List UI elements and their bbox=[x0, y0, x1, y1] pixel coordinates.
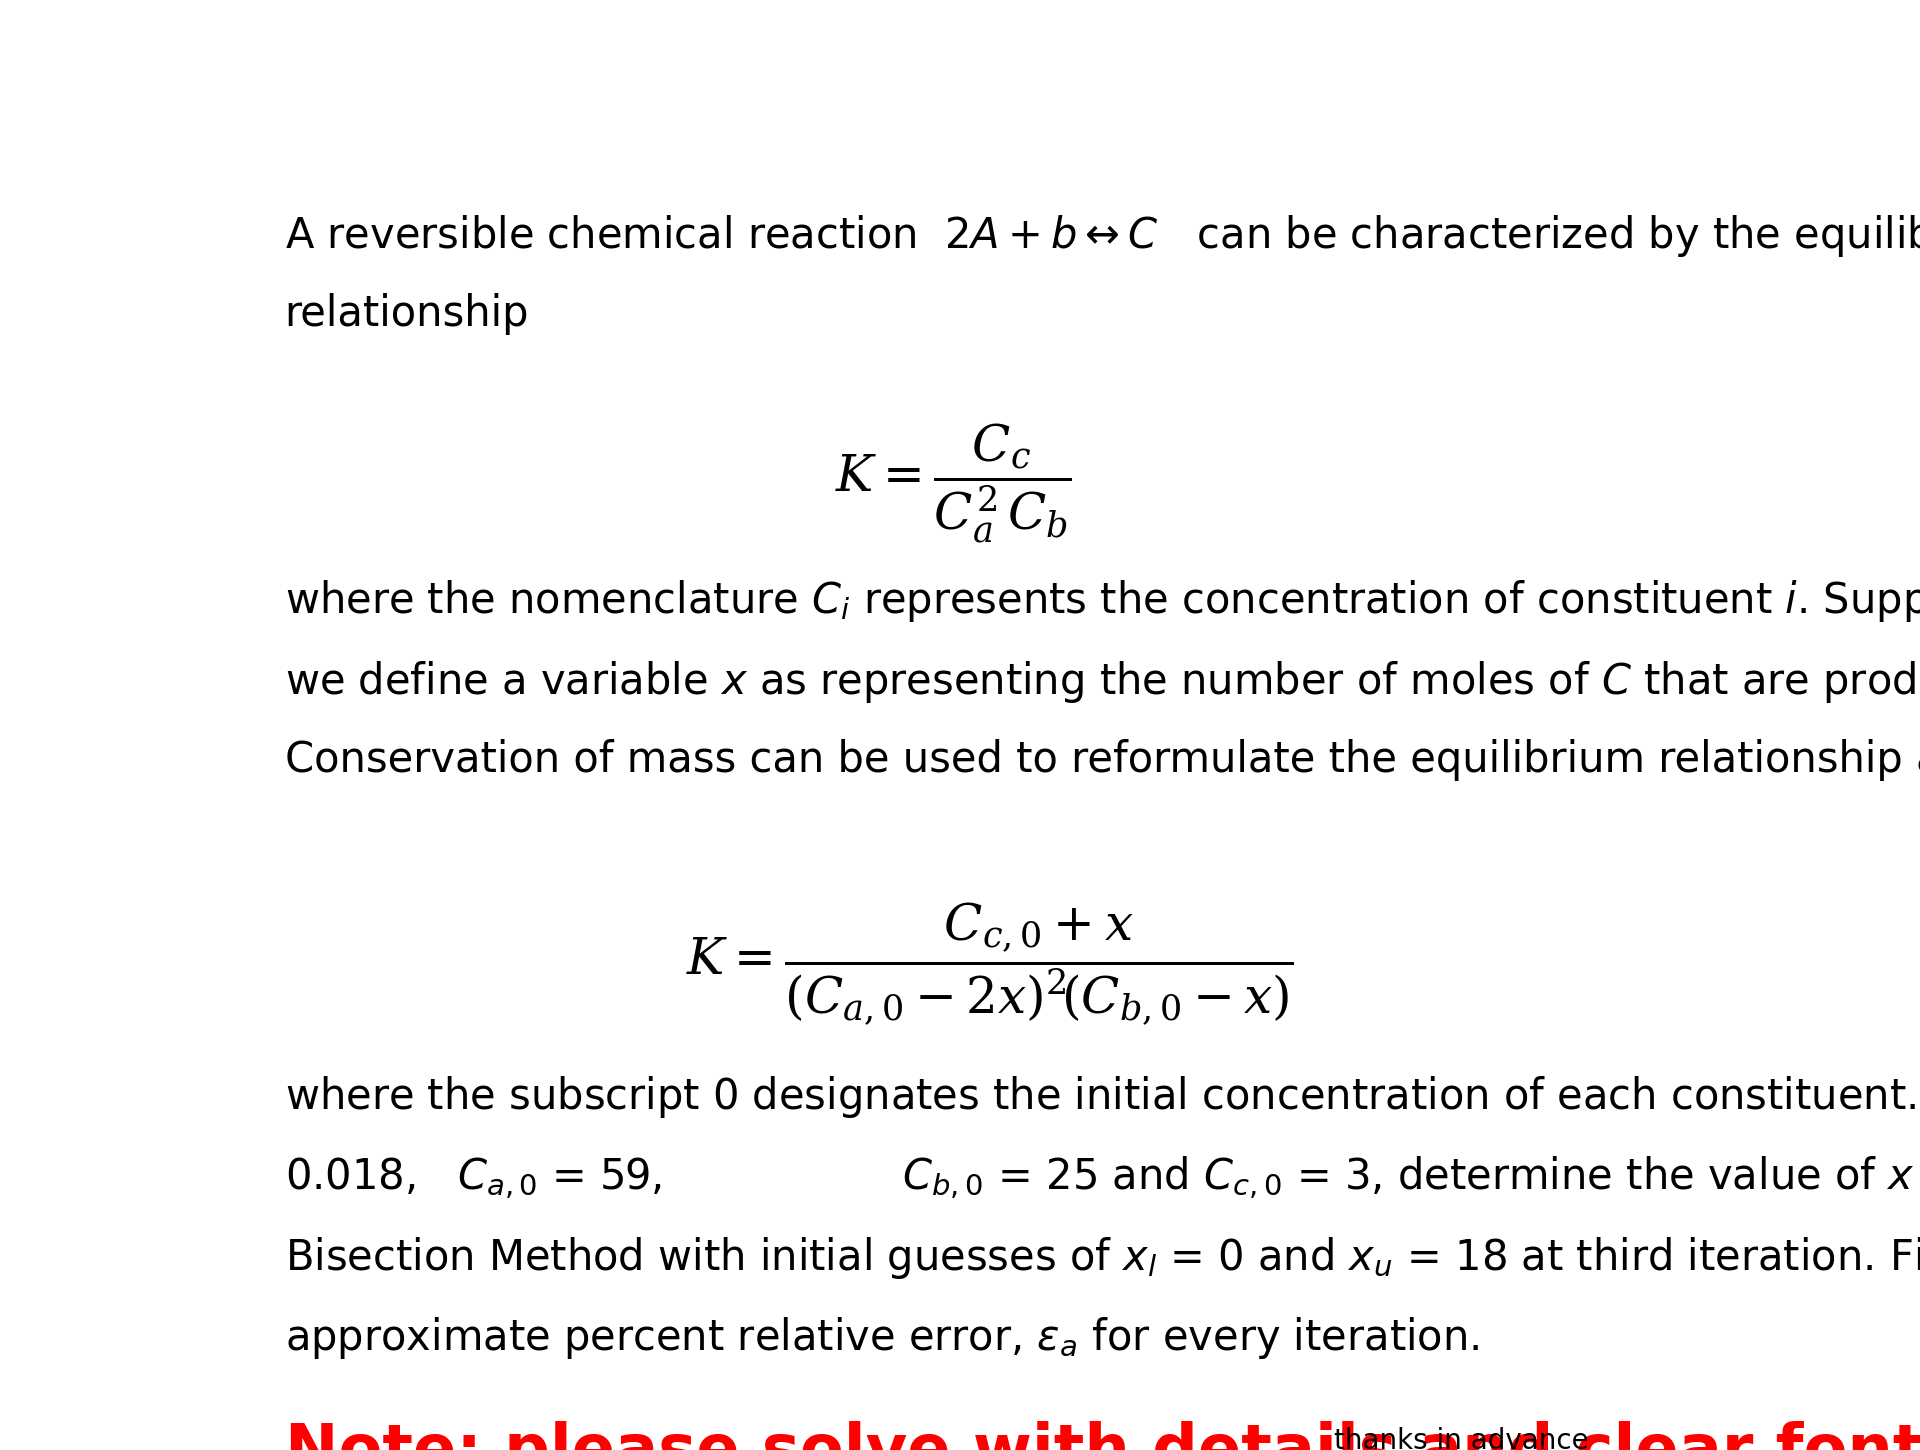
Text: Bisection Method with initial guesses of $x_l$ = 0 and $x_u$ = 18 at third itera: Bisection Method with initial guesses of… bbox=[284, 1234, 1920, 1280]
Text: Note: please solve with details and clear font: Note: please solve with details and clea… bbox=[284, 1421, 1920, 1450]
Text: relationship: relationship bbox=[284, 293, 530, 335]
Text: where the nomenclature $C_i$ represents the concentration of constituent $i$. Su: where the nomenclature $C_i$ represents … bbox=[284, 579, 1920, 624]
Text: thanks in advance: thanks in advance bbox=[1334, 1427, 1588, 1450]
Text: Conservation of mass can be used to reformulate the equilibrium relationship as: Conservation of mass can be used to refo… bbox=[284, 740, 1920, 782]
Text: $K = \dfrac{C_c}{C_a^2\, C_b}$: $K = \dfrac{C_c}{C_a^2\, C_b}$ bbox=[835, 422, 1071, 547]
Text: approximate percent relative error, $\varepsilon_a$ for every iteration.: approximate percent relative error, $\va… bbox=[284, 1315, 1478, 1362]
Text: 0.018,   $C_{a,0}$ = 59,                  $C_{b,0}$ = 25 and $C_{c,0}$ = 3, dete: 0.018, $C_{a,0}$ = 59, $C_{b,0}$ = 25 an… bbox=[284, 1154, 1920, 1201]
Text: $K = \dfrac{C_{c,0} + x}{\left(C_{a,0} - 2x\right)^{2}\!\left(C_{b,0} - x\right): $K = \dfrac{C_{c,0} + x}{\left(C_{a,0} -… bbox=[687, 900, 1294, 1028]
Text: where the subscript 0 designates the initial concentration of each constituent. : where the subscript 0 designates the ini… bbox=[284, 1074, 1920, 1119]
Text: A reversible chemical reaction  $2A + b \leftrightarrow C$   can be characterize: A reversible chemical reaction $2A + b \… bbox=[284, 213, 1920, 260]
Text: we define a variable $x$ as representing the number of moles of $C$ that are pro: we define a variable $x$ as representing… bbox=[284, 658, 1920, 705]
